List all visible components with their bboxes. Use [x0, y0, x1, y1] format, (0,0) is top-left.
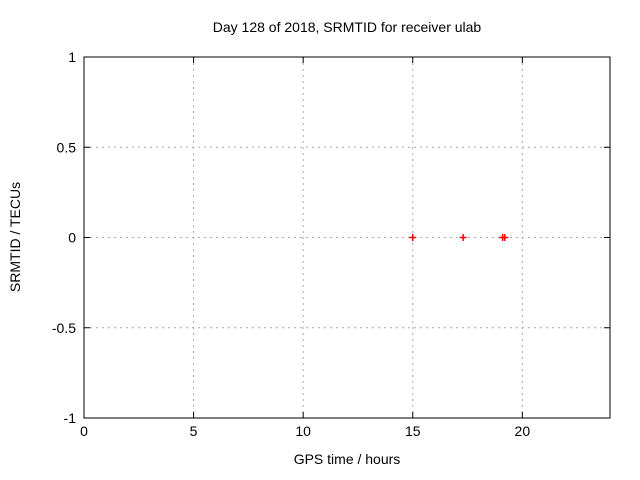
axis-layer [83, 56, 611, 419]
y-tick-label: -0.5 [52, 320, 76, 336]
data-marker-layer [409, 234, 509, 241]
data-point-marker [409, 234, 417, 241]
y-tick-label: 0 [68, 230, 76, 246]
x-tick-label: 5 [190, 423, 198, 439]
y-tick-label: 0.5 [57, 139, 77, 155]
x-tick-label: 20 [515, 423, 531, 439]
x-tick-label: 0 [80, 423, 88, 439]
y-tick-label: -1 [64, 410, 77, 426]
x-tick-label: 10 [295, 423, 311, 439]
data-point-marker [501, 234, 509, 241]
x-tick-label: 15 [405, 423, 421, 439]
y-axis-label: SRMTID / TECUs [7, 182, 23, 292]
chart-title: Day 128 of 2018, SRMTID for receiver ula… [213, 19, 482, 35]
data-point-marker [459, 234, 467, 241]
tick-label-layer: 0 5 10 15 20 -1 -0.5 0 0.5 1 [52, 49, 530, 439]
x-axis-label: GPS time / hours [294, 451, 401, 467]
grid-layer [84, 57, 610, 418]
y-tick-label: 1 [68, 49, 76, 65]
